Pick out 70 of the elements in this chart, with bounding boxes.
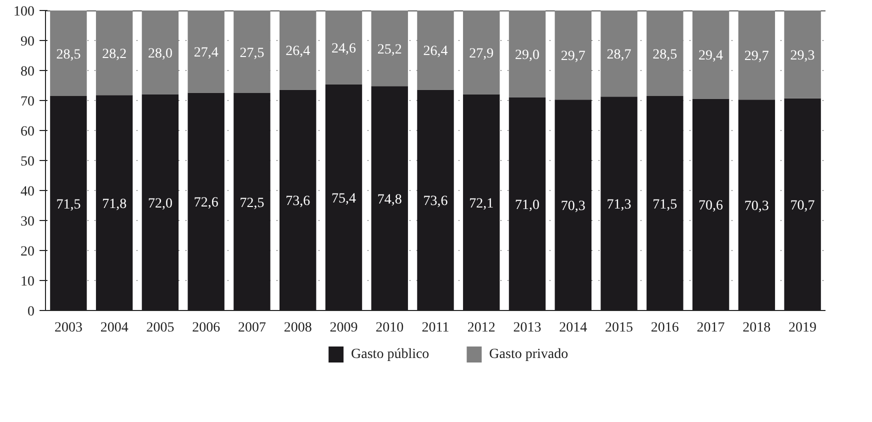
x-tick-label: 2016 bbox=[650, 320, 679, 336]
data-label: 73,6 bbox=[423, 194, 448, 210]
y-tick-label: 40 bbox=[20, 184, 34, 200]
x-tick-label: 2015 bbox=[605, 320, 634, 336]
data-label: 72,0 bbox=[148, 196, 172, 212]
data-label: 28,0 bbox=[148, 46, 172, 62]
data-label: 28,7 bbox=[606, 48, 632, 63]
data-label: 72,6 bbox=[194, 196, 218, 211]
data-label: 24,6 bbox=[331, 41, 356, 56]
data-label: 25,2 bbox=[377, 42, 402, 58]
bar bbox=[738, 10, 776, 100]
data-label: 29,7 bbox=[744, 49, 769, 64]
legend-label: Gasto privado bbox=[489, 347, 568, 362]
y-tick-label: 20 bbox=[20, 244, 34, 260]
legend-label: Gasto público bbox=[351, 347, 430, 362]
data-label: 70,7 bbox=[790, 198, 815, 214]
data-label: 26,4 bbox=[286, 44, 310, 60]
data-label: 29,4 bbox=[698, 48, 724, 64]
bar bbox=[325, 10, 362, 84]
data-label: 71,8 bbox=[102, 196, 127, 212]
x-tick-label: 2009 bbox=[330, 320, 358, 336]
data-label: 70,3 bbox=[744, 199, 769, 214]
data-label: 72,1 bbox=[469, 196, 494, 212]
x-tick-label: 2019 bbox=[788, 320, 817, 336]
y-tick-label: 30 bbox=[20, 214, 34, 230]
x-tick-label: 2012 bbox=[467, 320, 496, 336]
x-tick-label: 2008 bbox=[284, 320, 312, 336]
data-label: 75,4 bbox=[331, 191, 356, 206]
x-tick-label: 2013 bbox=[513, 320, 542, 336]
data-label: 27,9 bbox=[469, 46, 494, 62]
x-tick-label: 2014 bbox=[559, 320, 588, 336]
y-tick-label: 70 bbox=[20, 94, 34, 110]
data-label: 29,0 bbox=[515, 48, 540, 63]
data-label: 71,3 bbox=[606, 198, 632, 213]
x-tick-label: 2018 bbox=[742, 320, 771, 336]
y-tick-label: 50 bbox=[20, 154, 34, 170]
x-tick-label: 2004 bbox=[100, 320, 128, 336]
data-label: 29,3 bbox=[790, 48, 815, 64]
y-tick-label: 100 bbox=[14, 4, 34, 20]
data-label: 26,4 bbox=[423, 44, 448, 60]
data-label: 71,5 bbox=[652, 197, 678, 212]
y-tick-label: 10 bbox=[20, 274, 34, 290]
bar bbox=[234, 10, 270, 93]
x-tick-label: 2006 bbox=[192, 320, 220, 336]
bar bbox=[646, 10, 684, 96]
x-tick-label: 2017 bbox=[696, 320, 725, 336]
y-tick-label: 90 bbox=[20, 34, 34, 50]
data-label: 73,6 bbox=[286, 194, 310, 210]
data-label: 74,8 bbox=[377, 192, 402, 208]
data-label: 28,2 bbox=[102, 46, 127, 62]
data-label: 71,0 bbox=[515, 198, 540, 213]
y-tick-label: 60 bbox=[20, 124, 34, 140]
data-label: 28,5 bbox=[652, 47, 678, 62]
bar bbox=[692, 10, 730, 99]
x-tick-label: 2007 bbox=[238, 320, 266, 336]
data-label: 70,6 bbox=[698, 198, 724, 214]
data-label: 28,5 bbox=[56, 47, 81, 62]
x-tick-label: 2005 bbox=[146, 320, 174, 336]
data-label: 71,5 bbox=[56, 197, 81, 212]
data-label: 72,5 bbox=[240, 196, 264, 211]
x-tick-label: 2003 bbox=[54, 320, 82, 336]
data-label: 70,3 bbox=[560, 199, 586, 214]
y-tick-label: 80 bbox=[20, 64, 34, 80]
x-tick-label: 2011 bbox=[422, 320, 450, 336]
data-label: 27,4 bbox=[194, 46, 218, 61]
bar bbox=[280, 10, 316, 90]
x-tick-label: 2010 bbox=[376, 320, 404, 336]
data-label: 27,5 bbox=[240, 46, 264, 61]
y-tick-label: 0 bbox=[28, 304, 34, 320]
data-label: 29,7 bbox=[560, 49, 586, 64]
